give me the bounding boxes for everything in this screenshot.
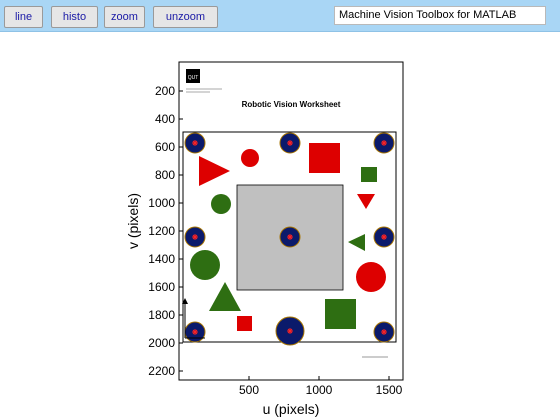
y-tick-label: 2000 [148, 336, 175, 350]
centroid-mark [287, 234, 293, 240]
red-triangle-right [199, 156, 230, 186]
green-triangle-up [209, 282, 241, 311]
line-button[interactable]: line [4, 6, 43, 28]
x-tick-label: 1000 [306, 383, 333, 397]
red-square-small [237, 316, 252, 331]
centroid-marks [192, 140, 387, 335]
centroid-mark [287, 328, 293, 334]
green-triangle-left [348, 234, 365, 251]
histo-button[interactable]: histo [51, 6, 98, 28]
x-axis: 500 1000 1500 [239, 376, 403, 397]
qut-logo [186, 69, 200, 83]
centroid-mark [381, 140, 387, 146]
red-square-large [309, 143, 340, 173]
green-circle-large [190, 250, 220, 280]
y-axis-label: v (pixels) [125, 193, 141, 249]
toolbox-title: Machine Vision Toolbox for MATLAB [334, 6, 546, 25]
y-tick-label: 2200 [148, 364, 175, 378]
green-circle-small [211, 194, 231, 214]
centroid-mark [381, 329, 387, 335]
x-tick-label: 1500 [376, 383, 403, 397]
corner-v-arrowhead [182, 298, 188, 304]
y-tick-label: 1600 [148, 280, 175, 294]
centroid-mark [192, 329, 198, 335]
logo-text: QUT [188, 75, 199, 81]
y-tick-label: 1000 [148, 196, 175, 210]
red-circle-small [241, 149, 259, 167]
y-tick-label: 1800 [148, 308, 175, 322]
unzoom-button[interactable]: unzoom [153, 6, 218, 28]
red-triangle-down [357, 194, 375, 209]
x-axis-label: u (pixels) [263, 401, 320, 417]
y-axis: 200 400 600 800 1000 1200 1400 1600 1800… [148, 84, 183, 378]
green-square-small [361, 167, 377, 182]
x-tick-label: 500 [239, 383, 259, 397]
y-tick-label: 1200 [148, 224, 175, 238]
toolbar: line histo zoom unzoom Machine Vision To… [0, 0, 560, 32]
y-tick-label: 800 [155, 168, 175, 182]
centroid-mark [192, 140, 198, 146]
worksheet-heading: Robotic Vision Worksheet [242, 100, 341, 109]
centroid-mark [381, 234, 387, 240]
red-circle-large [356, 262, 386, 292]
y-tick-label: 200 [155, 84, 175, 98]
displayed-image: QUT Robotic Vision Worksheet [182, 69, 397, 358]
y-tick-label: 400 [155, 112, 175, 126]
y-tick-label: 1400 [148, 252, 175, 266]
centroid-mark [192, 234, 198, 240]
centroid-mark [287, 140, 293, 146]
y-tick-label: 600 [155, 140, 175, 154]
zoom-button[interactable]: zoom [104, 6, 145, 28]
green-square-large [325, 299, 356, 329]
